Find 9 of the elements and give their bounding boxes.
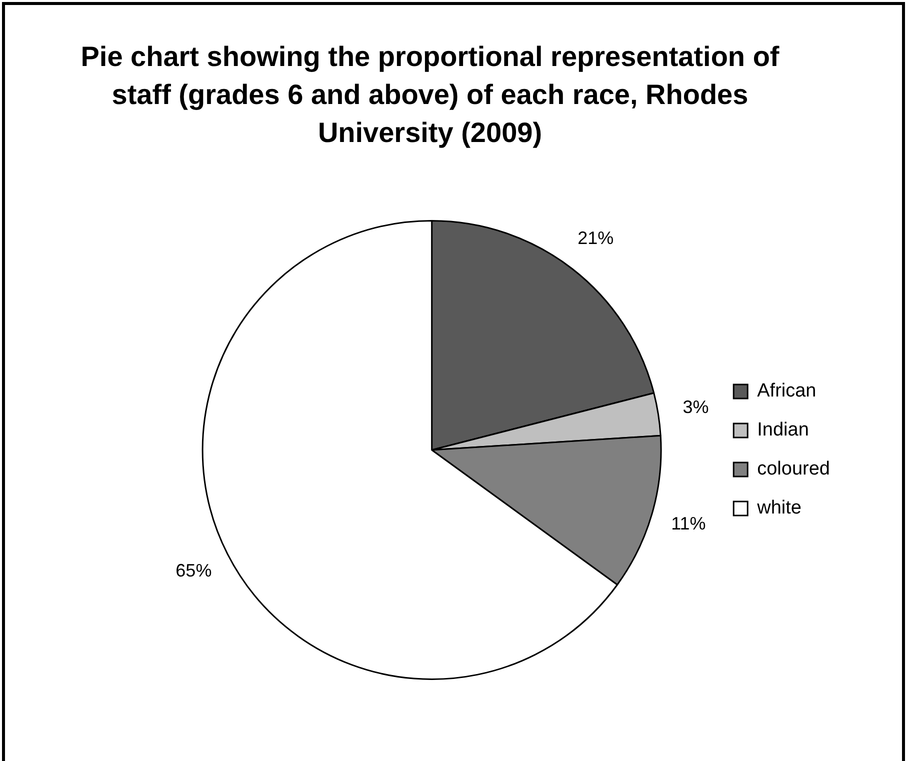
chart-title: Pie chart showing the proportional representation of staff (grades 6 and above) of each race, Rhodes University (2009) <box>80 40 780 150</box>
data-label: 11% <box>671 514 706 534</box>
data-label: 65% <box>176 560 212 580</box>
data-label: 21% <box>578 228 614 248</box>
legend-label: Indian <box>757 420 809 441</box>
legend-label: African <box>757 380 816 402</box>
data-label: 3% <box>682 397 709 418</box>
legend-label: white <box>756 498 802 519</box>
legend-label: coloured <box>757 458 830 480</box>
